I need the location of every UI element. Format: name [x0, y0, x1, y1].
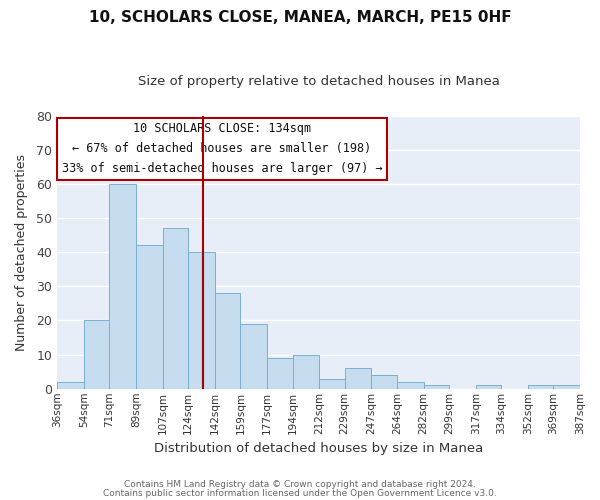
Bar — [528, 386, 553, 389]
Bar — [397, 382, 424, 389]
Y-axis label: Number of detached properties: Number of detached properties — [15, 154, 28, 350]
Bar — [476, 386, 501, 389]
Bar — [344, 368, 371, 389]
Bar — [293, 354, 319, 389]
Bar — [319, 378, 344, 389]
Bar — [553, 386, 580, 389]
Bar — [57, 382, 84, 389]
Bar — [163, 228, 188, 389]
Text: Contains public sector information licensed under the Open Government Licence v3: Contains public sector information licen… — [103, 488, 497, 498]
X-axis label: Distribution of detached houses by size in Manea: Distribution of detached houses by size … — [154, 442, 483, 455]
Bar — [136, 246, 163, 389]
Bar — [424, 386, 449, 389]
Bar — [84, 320, 109, 389]
Title: Size of property relative to detached houses in Manea: Size of property relative to detached ho… — [137, 75, 500, 88]
Bar — [241, 324, 267, 389]
Text: 10, SCHOLARS CLOSE, MANEA, MARCH, PE15 0HF: 10, SCHOLARS CLOSE, MANEA, MARCH, PE15 0… — [89, 10, 511, 25]
Bar — [267, 358, 293, 389]
Bar — [371, 375, 397, 389]
Text: Contains HM Land Registry data © Crown copyright and database right 2024.: Contains HM Land Registry data © Crown c… — [124, 480, 476, 489]
Bar — [215, 293, 241, 389]
Bar — [188, 252, 215, 389]
Bar — [109, 184, 136, 389]
Text: 10 SCHOLARS CLOSE: 134sqm
← 67% of detached houses are smaller (198)
33% of semi: 10 SCHOLARS CLOSE: 134sqm ← 67% of detac… — [62, 122, 382, 176]
